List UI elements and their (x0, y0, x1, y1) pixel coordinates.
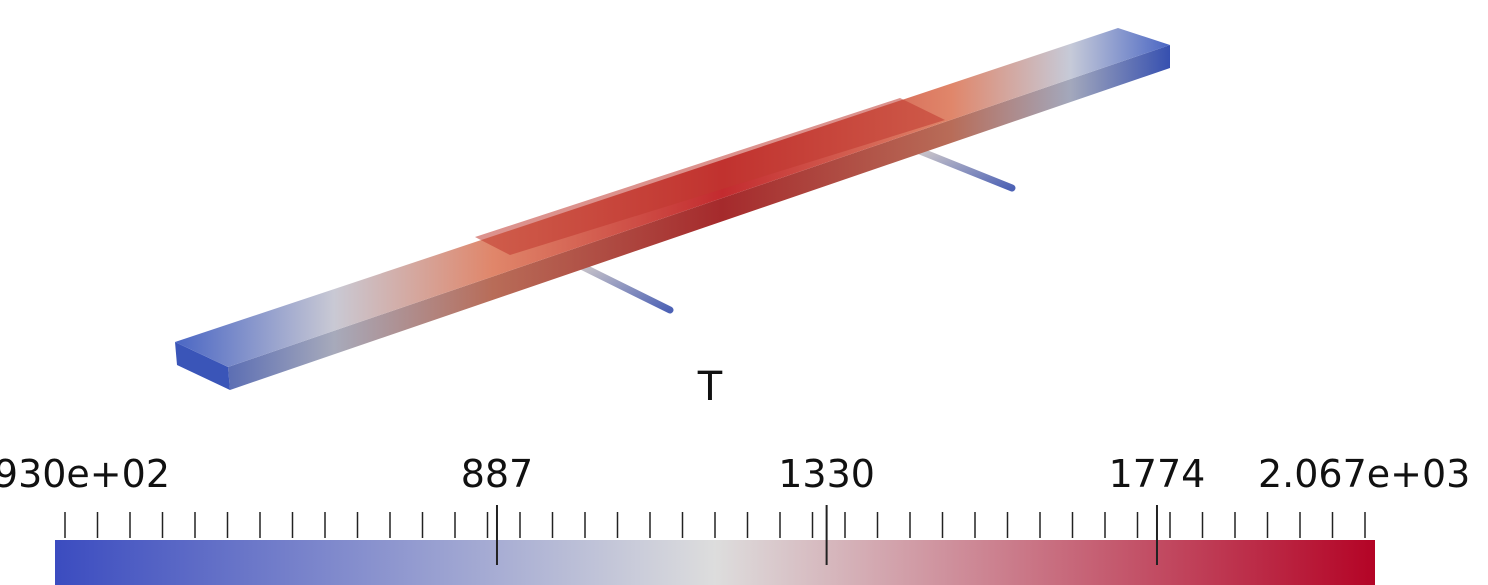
tick-label: 887 (461, 452, 534, 496)
min-label: 2.930e+02 (0, 452, 170, 496)
tick-label: 1330 (778, 452, 875, 496)
max-label: 2.067e+03 (1258, 452, 1470, 496)
page: {"colorbar": {"title": "T", "min": {"val… (0, 0, 1488, 585)
tick-label: 1774 (1109, 452, 1206, 496)
beam-model (175, 28, 1170, 390)
colorbar-title: T (697, 364, 723, 410)
colorbar-gradient (55, 540, 1375, 585)
beam-side (228, 45, 1170, 390)
render-view: T 2.930e+02 2.067e+03 887 1330 1774 (0, 0, 1488, 585)
plate (475, 98, 945, 255)
colorbar: 2.930e+02 2.067e+03 887 1330 1774 (0, 452, 1470, 585)
